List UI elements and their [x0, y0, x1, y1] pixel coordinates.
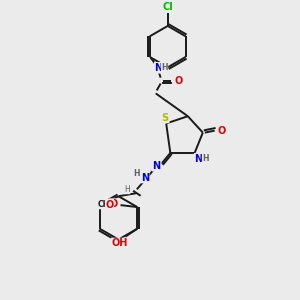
Text: H: H: [124, 185, 130, 194]
Text: N: N: [194, 154, 202, 164]
Text: N: N: [154, 63, 163, 73]
Text: O: O: [174, 76, 182, 85]
Text: O: O: [110, 199, 118, 209]
Text: OH: OH: [111, 238, 128, 248]
Text: CH₃: CH₃: [98, 200, 113, 208]
Text: H: H: [202, 154, 209, 163]
Text: S: S: [162, 112, 169, 123]
Text: N: N: [141, 172, 149, 182]
Text: H: H: [161, 63, 168, 72]
Text: Cl: Cl: [162, 2, 173, 12]
Text: H: H: [134, 169, 140, 178]
Text: N: N: [152, 161, 160, 171]
Text: O: O: [218, 126, 226, 136]
Text: O: O: [105, 200, 114, 210]
